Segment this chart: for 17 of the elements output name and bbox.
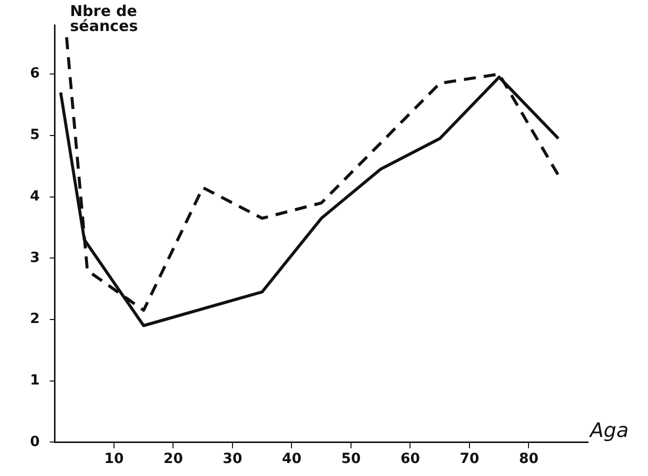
x-tick-label: 10: [104, 451, 124, 468]
x-tick-label: 30: [222, 451, 242, 468]
y-tick-label: 6: [30, 66, 40, 82]
y-tick-label: 3: [30, 250, 40, 266]
x-tick-label: 60: [400, 451, 420, 468]
x-tick-label: 50: [341, 451, 361, 468]
x-tick-label: 20: [164, 451, 184, 468]
y-tick-label: 1: [30, 372, 40, 388]
y-tick-label: 2: [30, 311, 40, 328]
y-tick-label: 5: [30, 127, 40, 144]
y-tick-label: 0: [30, 434, 40, 450]
y-tick-label: 4: [30, 188, 40, 204]
x-tick-label: 40: [282, 451, 302, 468]
x-tick-label: 70: [460, 451, 480, 468]
y-axis-title: Nbre de séances: [70, 2, 139, 35]
x-tick-label: 80: [519, 451, 539, 468]
x-axis-title: Aga: [590, 418, 629, 442]
